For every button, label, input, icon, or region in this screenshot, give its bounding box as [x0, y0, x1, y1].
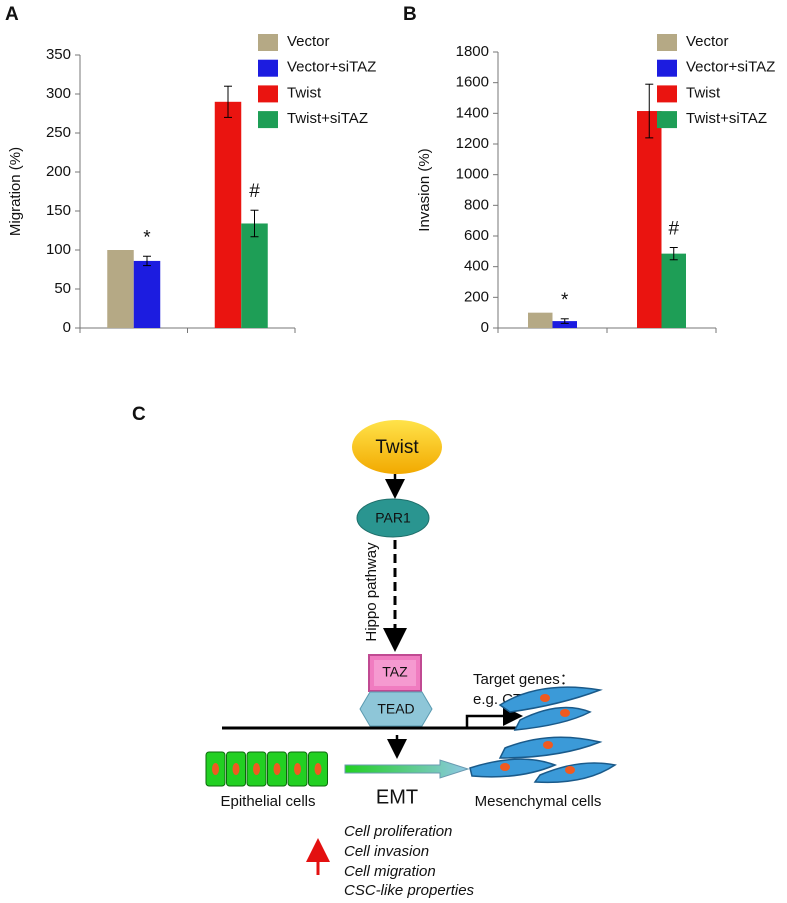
- promoter-arrow: [465, 706, 523, 728]
- node-label: TEAD: [377, 701, 414, 717]
- effect: Cell migration: [344, 863, 436, 880]
- y-tick-label: 250: [46, 124, 71, 141]
- panel-label: B: [403, 4, 417, 25]
- bar: [661, 253, 686, 328]
- taz-box-inner: [374, 660, 416, 686]
- effect: Cell proliferation: [344, 823, 452, 840]
- y-tick-label: 1400: [456, 104, 489, 121]
- twist-node: [352, 420, 442, 474]
- legend-label: Vector: [287, 33, 330, 50]
- y-tick-label: 1000: [456, 166, 489, 183]
- effect: CSC-like properties: [344, 882, 475, 899]
- diagram: C Twist PAR1 Hippo pathway TAZ TEAD Targ…: [132, 404, 617, 899]
- legend-swatch: [657, 34, 677, 51]
- y-tick-label: 0: [481, 319, 489, 336]
- y-axis-label: Invasion (%): [416, 148, 433, 231]
- target-label: Target genes：: [473, 671, 575, 688]
- bar: [241, 223, 268, 328]
- tead-hex: [359, 691, 433, 727]
- legend-label: Twist: [686, 84, 721, 101]
- y-tick-label: 0: [63, 319, 71, 336]
- annotation: *: [561, 290, 569, 311]
- bar: [107, 250, 134, 328]
- legend-swatch: [258, 59, 278, 77]
- bar: [552, 321, 577, 328]
- y-tick-label: 800: [464, 196, 489, 213]
- bar: [637, 111, 662, 329]
- annotation: #: [668, 219, 679, 240]
- y-tick-label: 600: [464, 227, 489, 244]
- emt-arrow: [344, 759, 470, 779]
- panel-label: A: [5, 4, 19, 25]
- legend-swatch: [258, 34, 278, 51]
- y-tick-label: 1600: [456, 74, 489, 91]
- legend-swatch: [657, 59, 677, 77]
- y-tick-label: 350: [46, 46, 71, 63]
- y-tick-label: 200: [46, 163, 71, 180]
- effect: Cell invasion: [344, 843, 429, 860]
- mesenchymal-cells: [469, 686, 617, 784]
- node-label: TAZ: [382, 664, 408, 680]
- pathway-label: Hippo pathway: [363, 542, 380, 642]
- annotation: *: [143, 227, 151, 248]
- y-tick-label: 300: [46, 85, 71, 102]
- legend-label: Vector+siTAZ: [287, 59, 376, 76]
- legend-label: Vector: [686, 33, 729, 50]
- epithelial-cells: [205, 751, 328, 787]
- emt-label: EMT: [376, 786, 418, 808]
- legend-label: Twist+siTAZ: [686, 110, 767, 127]
- y-tick-label: 1200: [456, 135, 489, 152]
- y-tick-label: 50: [54, 280, 71, 297]
- panel-label: C: [132, 404, 146, 425]
- legend-label: Twist: [287, 84, 322, 101]
- legend-label: Vector+siTAZ: [686, 59, 775, 76]
- nucleus: [314, 763, 322, 775]
- nucleus: [294, 763, 301, 775]
- par1-node: [356, 498, 430, 538]
- legend-swatch: [258, 85, 278, 103]
- bar: [133, 260, 161, 328]
- cell-label: Mesenchymal cells: [475, 793, 602, 810]
- y-tick-label: 400: [464, 258, 489, 275]
- y-tick-label: 1800: [456, 43, 489, 60]
- legend-swatch: [657, 85, 677, 103]
- bar: [214, 101, 242, 328]
- legend-swatch: [657, 111, 677, 129]
- nucleus: [273, 763, 281, 775]
- cell-label: Epithelial cells: [220, 793, 315, 810]
- nucleus: [212, 763, 219, 775]
- annotation: #: [249, 181, 260, 202]
- y-tick-label: 100: [46, 241, 71, 258]
- node-label: Twist: [375, 437, 419, 458]
- legend-swatch: [258, 111, 278, 129]
- y-axis-label: Migration (%): [7, 147, 24, 236]
- y-tick-label: 150: [46, 202, 71, 219]
- nucleus: [253, 763, 260, 775]
- nucleus: [232, 763, 240, 775]
- node-label: PAR1: [375, 510, 411, 526]
- y-tick-label: 200: [464, 288, 489, 305]
- bar: [528, 312, 553, 328]
- legend-label: Twist+siTAZ: [287, 110, 368, 127]
